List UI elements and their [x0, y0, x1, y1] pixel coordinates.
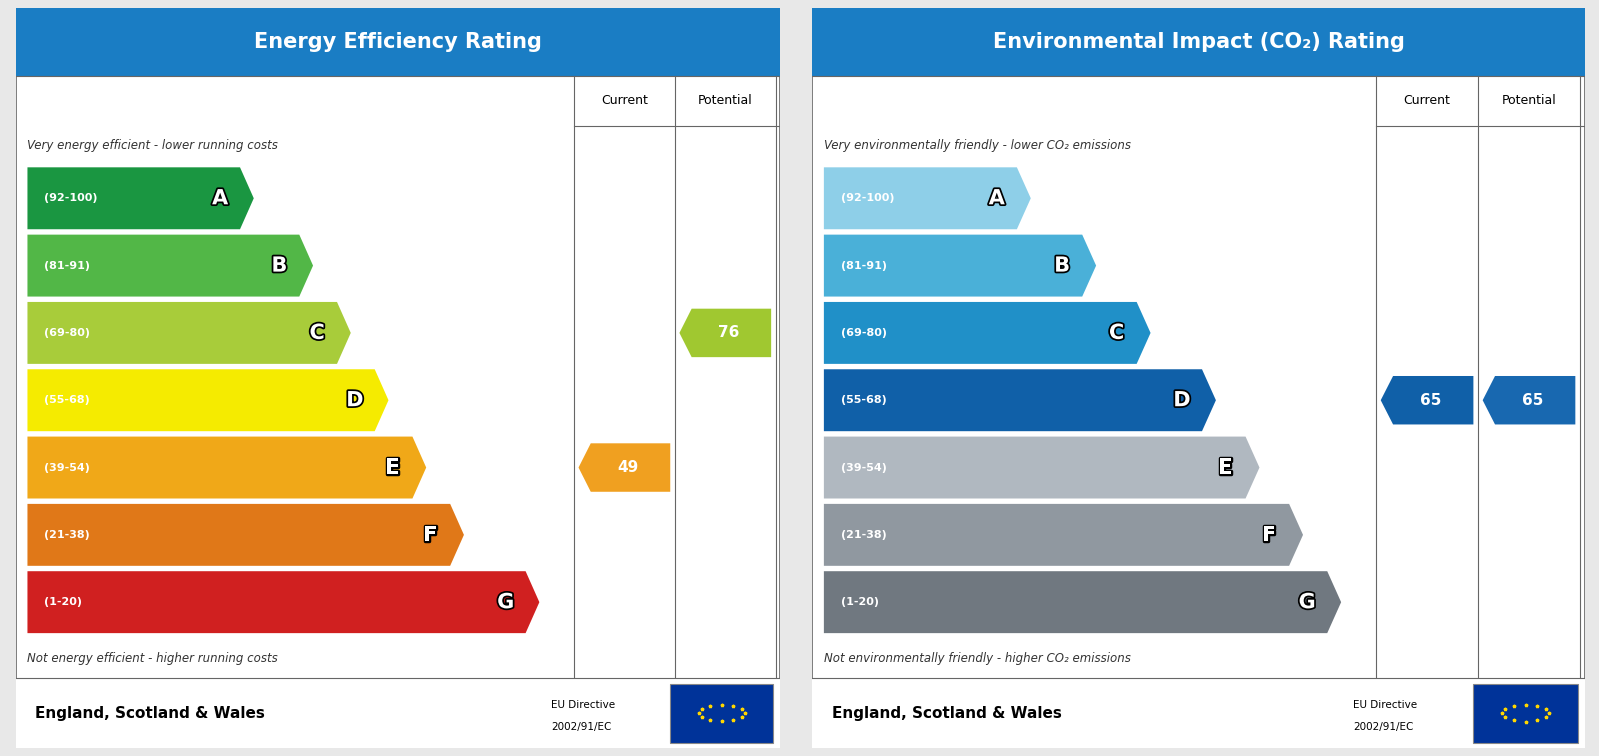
Text: (39-54): (39-54): [45, 463, 90, 472]
Text: B: B: [1054, 256, 1070, 276]
Text: D: D: [347, 390, 363, 411]
Text: EU Directive: EU Directive: [552, 700, 616, 710]
Bar: [1473, 684, 1578, 742]
Text: England, Scotland & Wales: England, Scotland & Wales: [35, 706, 265, 720]
Polygon shape: [579, 443, 670, 491]
Polygon shape: [823, 572, 1342, 633]
Text: 49: 49: [617, 460, 638, 475]
Bar: [670, 684, 774, 742]
Polygon shape: [823, 436, 1260, 498]
Text: C: C: [310, 323, 325, 343]
Text: Energy Efficiency Rating: Energy Efficiency Rating: [254, 32, 542, 51]
Polygon shape: [27, 234, 313, 296]
Text: (1-20): (1-20): [45, 597, 82, 607]
Bar: [16, 8, 780, 76]
Text: E: E: [385, 457, 400, 478]
Text: Very energy efficient - lower running costs: Very energy efficient - lower running co…: [27, 139, 278, 152]
Text: Potential: Potential: [1501, 94, 1556, 107]
Text: (69-80): (69-80): [841, 328, 887, 338]
Text: (21-38): (21-38): [45, 530, 90, 540]
Polygon shape: [823, 369, 1215, 431]
Text: Environmental Impact (CO₂) Rating: Environmental Impact (CO₂) Rating: [993, 32, 1404, 51]
Text: A: A: [213, 188, 229, 209]
Text: (55-68): (55-68): [841, 395, 886, 405]
Text: D: D: [1174, 390, 1191, 411]
Text: Not energy efficient - higher running costs: Not energy efficient - higher running co…: [27, 652, 278, 665]
Text: 65: 65: [1420, 392, 1441, 407]
Text: (81-91): (81-91): [45, 261, 90, 271]
Polygon shape: [823, 234, 1097, 296]
Polygon shape: [1380, 376, 1473, 424]
Text: B: B: [272, 256, 288, 276]
Text: 65: 65: [1522, 392, 1543, 407]
Text: (92-100): (92-100): [45, 194, 98, 203]
Text: Not environmentally friendly - higher CO₂ emissions: Not environmentally friendly - higher CO…: [823, 652, 1130, 665]
Text: Current: Current: [601, 94, 648, 107]
Polygon shape: [680, 308, 771, 357]
Text: E: E: [1218, 457, 1233, 478]
Text: EU Directive: EU Directive: [1353, 700, 1417, 710]
Polygon shape: [27, 302, 350, 364]
Text: G: G: [1298, 592, 1316, 612]
Text: (81-91): (81-91): [841, 261, 887, 271]
Polygon shape: [1482, 376, 1575, 424]
Polygon shape: [27, 572, 539, 633]
Text: F: F: [424, 525, 438, 545]
Text: 76: 76: [718, 325, 740, 340]
Text: 2002/91/EC: 2002/91/EC: [552, 722, 611, 733]
Text: C: C: [1110, 323, 1124, 343]
Text: (69-80): (69-80): [45, 328, 90, 338]
Text: Potential: Potential: [697, 94, 753, 107]
Text: (92-100): (92-100): [841, 194, 894, 203]
Text: (55-68): (55-68): [45, 395, 90, 405]
Polygon shape: [27, 504, 464, 565]
Text: G: G: [497, 592, 515, 612]
Bar: [812, 8, 1585, 76]
Polygon shape: [823, 167, 1031, 229]
Text: (1-20): (1-20): [841, 597, 879, 607]
Polygon shape: [27, 436, 427, 498]
Text: Very environmentally friendly - lower CO₂ emissions: Very environmentally friendly - lower CO…: [823, 139, 1130, 152]
Polygon shape: [823, 504, 1303, 565]
Text: F: F: [1262, 525, 1276, 545]
Bar: [812, 678, 1585, 748]
Polygon shape: [27, 369, 389, 431]
Text: 2002/91/EC: 2002/91/EC: [1353, 722, 1414, 733]
Text: Current: Current: [1404, 94, 1450, 107]
Text: (21-38): (21-38): [841, 530, 886, 540]
Polygon shape: [823, 302, 1151, 364]
Text: A: A: [988, 188, 1004, 209]
Bar: [16, 678, 780, 748]
Polygon shape: [27, 167, 254, 229]
Text: England, Scotland & Wales: England, Scotland & Wales: [831, 706, 1062, 720]
Text: (39-54): (39-54): [841, 463, 887, 472]
